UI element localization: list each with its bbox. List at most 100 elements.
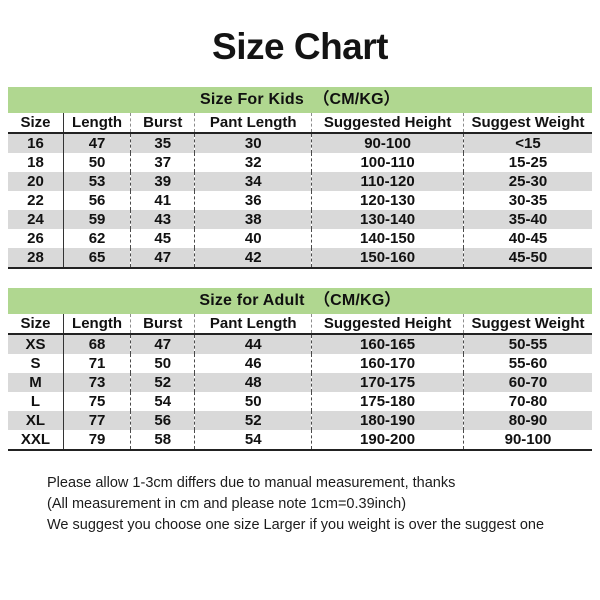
kids-table-body: 16 47 35 30 90-100 <15 18 50 37 32 100-110 15-25 20 5… [8, 133, 592, 269]
cell-pant-length: 40 [194, 229, 313, 248]
cell-suggest-weight: 40-45 [463, 229, 592, 248]
column-header-size: Size [8, 113, 64, 134]
cell-pant-length: 44 [194, 334, 313, 354]
table-row: 16 47 35 30 90-100 <15 [8, 133, 592, 153]
cell-length: 73 [63, 373, 132, 392]
column-header-suggested-height: Suggested Height [311, 314, 464, 335]
table-header-row: Size Length Burst Pant Length Suggested … [8, 314, 592, 335]
cell-length: 59 [63, 210, 132, 229]
cell-size: S [8, 354, 64, 373]
cell-suggested-height: 140-150 [311, 229, 464, 248]
cell-burst: 45 [130, 229, 196, 248]
column-header-suggested-height: Suggested Height [311, 113, 464, 134]
cell-suggested-height: 150-160 [311, 248, 464, 269]
cell-suggest-weight: <15 [463, 133, 592, 153]
table-row: M 73 52 48 170-175 60-70 [8, 373, 592, 392]
table-row: 20 53 39 34 110-120 25-30 [8, 172, 592, 191]
column-header-size: Size [8, 314, 64, 335]
cell-suggested-height: 190-200 [311, 430, 464, 451]
cell-size: XXL [8, 430, 64, 451]
cell-burst: 41 [130, 191, 196, 210]
adult-table-band-label: Size for Adult （CM/KG） [8, 288, 592, 314]
cell-pant-length: 54 [194, 430, 313, 451]
cell-size: M [8, 373, 64, 392]
column-header-length: Length [63, 113, 132, 134]
cell-size: 24 [8, 210, 64, 229]
table-row: 18 50 37 32 100-110 15-25 [8, 153, 592, 172]
cell-length: 50 [63, 153, 132, 172]
column-header-length: Length [63, 314, 132, 335]
cell-length: 71 [63, 354, 132, 373]
cell-burst: 37 [130, 153, 196, 172]
cell-length: 77 [63, 411, 132, 430]
cell-suggest-weight: 60-70 [463, 373, 592, 392]
cell-pant-length: 46 [194, 354, 313, 373]
table-row: 24 59 43 38 130-140 35-40 [8, 210, 592, 229]
cell-burst: 47 [130, 248, 196, 269]
cell-size: 18 [8, 153, 64, 172]
note-line: We suggest you choose one size Larger if… [47, 517, 545, 533]
table-row: XL 77 56 52 180-190 80-90 [8, 411, 592, 430]
cell-suggest-weight: 70-80 [463, 392, 592, 411]
cell-length: 47 [63, 133, 132, 153]
column-header-pant-length: Pant Length [194, 314, 313, 335]
cell-pant-length: 32 [194, 153, 313, 172]
cell-pant-length: 38 [194, 210, 313, 229]
adult-size-table: Size Length Burst Pant Length Suggested … [8, 314, 592, 451]
table-header-row: Size Length Burst Pant Length Suggested … [8, 113, 592, 134]
cell-burst: 43 [130, 210, 196, 229]
column-header-suggest-weight: Suggest Weight [463, 113, 592, 134]
cell-length: 75 [63, 392, 132, 411]
cell-suggested-height: 100-110 [311, 153, 464, 172]
cell-suggest-weight: 35-40 [463, 210, 592, 229]
cell-size: 28 [8, 248, 64, 269]
cell-suggested-height: 130-140 [311, 210, 464, 229]
cell-pant-length: 48 [194, 373, 313, 392]
cell-length: 56 [63, 191, 132, 210]
measurement-notes: Please allow 1-3cm differs due to manual… [0, 473, 600, 536]
cell-suggest-weight: 25-30 [463, 172, 592, 191]
kids-size-table: Size Length Burst Pant Length Suggested … [8, 113, 592, 269]
table-row: XXL 79 58 54 190-200 90-100 [8, 430, 592, 451]
cell-size: 16 [8, 133, 64, 153]
cell-suggested-height: 110-120 [311, 172, 464, 191]
adult-table-body: XS 68 47 44 160-165 50-55 S 71 50 46 160-170 55-60 M… [8, 334, 592, 451]
column-header-burst: Burst [130, 113, 196, 134]
cell-pant-length: 30 [194, 133, 313, 153]
cell-suggest-weight: 15-25 [463, 153, 592, 172]
cell-suggest-weight: 80-90 [463, 411, 592, 430]
cell-burst: 47 [130, 334, 196, 354]
kids-table-band-label: Size For Kids （CM/KG） [8, 87, 592, 113]
column-header-suggest-weight: Suggest Weight [463, 314, 592, 335]
cell-pant-length: 34 [194, 172, 313, 191]
note-line: (All measurement in cm and please note 1… [47, 496, 407, 512]
page-title: Size Chart [212, 26, 388, 67]
cell-suggested-height: 170-175 [311, 373, 464, 392]
cell-pant-length: 52 [194, 411, 313, 430]
cell-suggest-weight: 55-60 [463, 354, 592, 373]
cell-suggested-height: 175-180 [311, 392, 464, 411]
cell-pant-length: 36 [194, 191, 313, 210]
cell-length: 53 [63, 172, 132, 191]
cell-burst: 58 [130, 430, 196, 451]
table-row: 28 65 47 42 150-160 45-50 [8, 248, 592, 269]
table-row: XS 68 47 44 160-165 50-55 [8, 334, 592, 354]
cell-length: 79 [63, 430, 132, 451]
cell-suggest-weight: 45-50 [463, 248, 592, 269]
cell-suggested-height: 180-190 [311, 411, 464, 430]
cell-burst: 50 [130, 354, 196, 373]
cell-burst: 39 [130, 172, 196, 191]
table-row: 26 62 45 40 140-150 40-45 [8, 229, 592, 248]
table-row: L 75 54 50 175-180 70-80 [8, 392, 592, 411]
cell-burst: 52 [130, 373, 196, 392]
cell-length: 62 [63, 229, 132, 248]
adult-size-table-block: Size for Adult （CM/KG） Size Length Burst… [8, 288, 592, 451]
cell-size: L [8, 392, 64, 411]
cell-size: 26 [8, 229, 64, 248]
cell-pant-length: 42 [194, 248, 313, 269]
column-header-pant-length: Pant Length [194, 113, 313, 134]
cell-burst: 54 [130, 392, 196, 411]
note-line: Please allow 1-3cm differs due to manual… [47, 475, 456, 491]
cell-pant-length: 50 [194, 392, 313, 411]
